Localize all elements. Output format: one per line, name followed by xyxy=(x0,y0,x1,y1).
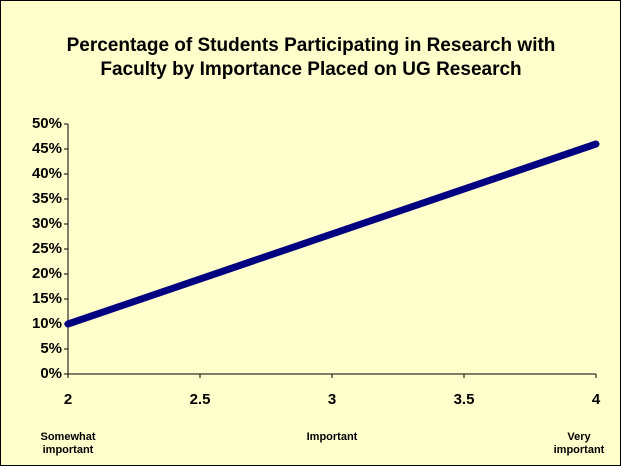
x-tick-label: 2 xyxy=(64,391,72,408)
y-tick-label: 10% xyxy=(32,315,62,332)
x-tick-label: 4 xyxy=(592,391,601,408)
x-tick-label: 3.5 xyxy=(454,391,475,408)
y-tick-label: 35% xyxy=(32,190,62,207)
chart-title: Faculty by Importance Placed on UG Resea… xyxy=(100,59,521,80)
y-tick-label: 0% xyxy=(40,365,62,382)
data-line xyxy=(64,140,600,328)
y-tick-label: 40% xyxy=(32,165,62,182)
y-tick-label: 50% xyxy=(32,115,62,132)
y-tick-label: 5% xyxy=(40,340,62,357)
y-tick-label: 20% xyxy=(32,265,62,282)
y-tick-label: 45% xyxy=(32,140,62,157)
annotation: Very important xyxy=(553,431,605,456)
x-tick-label: 2.5 xyxy=(190,391,211,408)
y-tick-label: 30% xyxy=(32,215,62,232)
annotation: Somewhat important xyxy=(40,431,96,456)
y-tick-label: 25% xyxy=(32,240,62,257)
x-tick-label: 3 xyxy=(328,391,336,408)
annotation: Important xyxy=(306,431,358,443)
chart-title: Percentage of Students Participating in … xyxy=(67,35,556,56)
y-tick-label: 15% xyxy=(32,290,62,307)
